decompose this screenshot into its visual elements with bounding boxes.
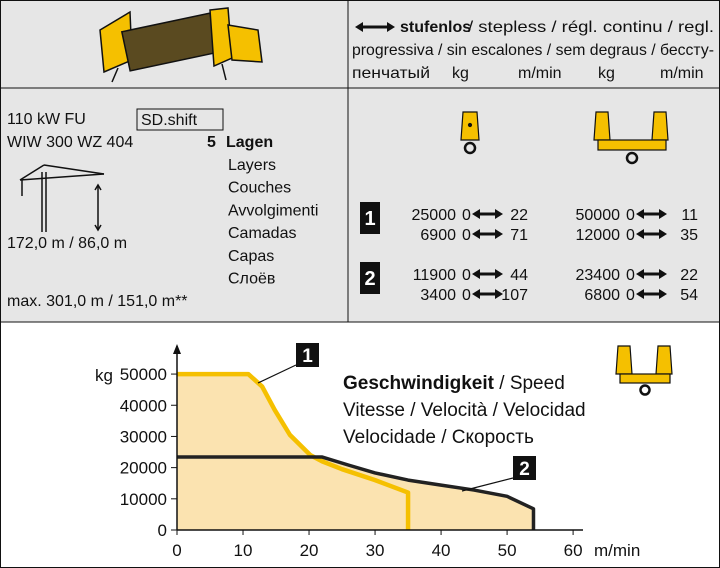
sheet: stufenlos / stepless / régl. continu / r…: [0, 0, 720, 568]
y-tick-label: 40000: [120, 396, 167, 415]
system: SD.shift: [141, 112, 198, 129]
layers-count: 5: [207, 134, 216, 151]
layer-translation: Capas: [228, 248, 274, 265]
layer-translation: Camadas: [228, 225, 296, 242]
column-head: kg: [452, 65, 469, 82]
x-tick-label: 10: [234, 541, 253, 560]
x-tick-label: 30: [366, 541, 385, 560]
x-tick-label: 40: [432, 541, 451, 560]
layer-translation: Layers: [228, 157, 276, 174]
page: stufenlos / stepless / régl. continu / r…: [0, 0, 720, 568]
x-axis-label: m/min: [594, 541, 640, 560]
column-head: m/min: [660, 65, 704, 82]
rope-length: 172,0 m / 86,0 m: [7, 235, 127, 252]
chart-subtitle: Velocidade / Скорость: [343, 427, 534, 448]
header-text: / stepless / régl. continu / regl.: [468, 19, 714, 36]
speed-max: 22: [510, 207, 528, 224]
x-tick-label: 60: [564, 541, 583, 560]
header-bold: stufenlos: [400, 19, 471, 36]
header-text: progressiva / sin escalones / sem degrau…: [352, 42, 714, 59]
speed-min: 0: [462, 287, 471, 304]
speed-min: 0: [462, 207, 471, 224]
speed-min: 0: [626, 227, 635, 244]
chart-subtitle: / Speed: [494, 373, 565, 394]
layer-translation: Couches: [228, 180, 291, 197]
load: 23400: [576, 267, 621, 284]
layers-label: Lagen: [226, 134, 273, 151]
chart-title: Geschwindigkeit: [343, 373, 495, 394]
series-label: 2: [519, 459, 530, 480]
load: 6800: [584, 287, 620, 304]
x-tick-label: 50: [498, 541, 517, 560]
speed-max: 54: [680, 287, 698, 304]
layer-translation: Слоёв: [228, 271, 275, 288]
load: 6900: [420, 227, 456, 244]
x-tick-label: 0: [172, 541, 181, 560]
speed-max: 11: [681, 207, 698, 224]
speed-max: 22: [680, 267, 698, 284]
max-rope-length: max. 301,0 m / 151,0 m**: [7, 293, 188, 310]
y-axis-label: kg: [95, 366, 113, 385]
speed-max: 44: [510, 267, 528, 284]
speed-min: 0: [626, 207, 635, 224]
load: 25000: [412, 207, 457, 224]
column-head: kg: [598, 65, 615, 82]
layer-translation: Avvolgimenti: [228, 202, 318, 219]
speed-min: 0: [462, 267, 471, 284]
column-head: m/min: [518, 65, 562, 82]
speed-max: 35: [680, 227, 698, 244]
header-text: пенчатый: [352, 65, 430, 82]
chart-subtitle: Vitesse / Velocità / Velocidad: [343, 400, 586, 421]
series-label: 1: [302, 346, 313, 367]
y-tick-label: 30000: [120, 427, 167, 446]
y-tick-label: 20000: [120, 459, 167, 478]
gear-label: 1: [364, 208, 375, 230]
gear-label: 2: [364, 268, 375, 290]
speed-min: 0: [462, 227, 471, 244]
load: 12000: [576, 227, 621, 244]
y-tick-label: 50000: [120, 365, 167, 384]
load: 50000: [576, 207, 621, 224]
chart-title-line: Geschwindigkeit / Speed: [343, 373, 565, 394]
speed-min: 0: [626, 287, 635, 304]
power: 110 kW FU: [7, 111, 86, 128]
winch: WIW 300 WZ 404: [7, 134, 133, 151]
load: 11900: [413, 267, 456, 284]
speed-min: 0: [626, 267, 635, 284]
load: 3400: [420, 287, 456, 304]
x-tick-label: 20: [300, 541, 319, 560]
y-tick-label: 10000: [120, 490, 167, 509]
y-tick-label: 0: [158, 521, 167, 540]
speed-max: 107: [501, 287, 528, 304]
speed-max: 71: [510, 227, 528, 244]
